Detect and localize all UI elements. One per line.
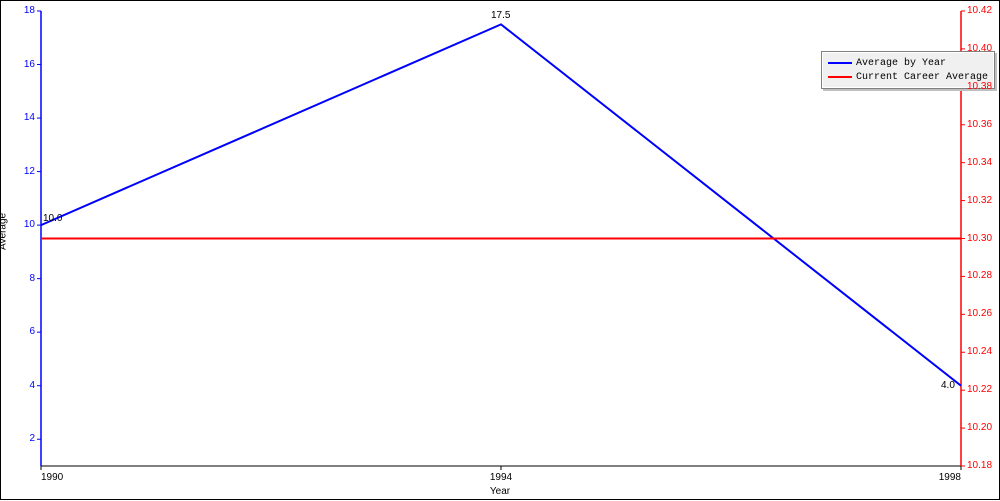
x-axis-title: Year	[490, 486, 510, 497]
y-right-tick-label: 10.24	[967, 346, 997, 357]
y-axis-left-title: Average	[0, 213, 9, 250]
x-tick-label: 1998	[921, 472, 961, 483]
x-tick-label: 1990	[41, 472, 81, 483]
data-point-label: 17.5	[491, 10, 510, 21]
legend-swatch	[828, 76, 852, 78]
x-tick-label: 1994	[481, 472, 521, 483]
y-left-tick-label: 10	[13, 219, 35, 230]
legend-item: Average by Year	[828, 56, 988, 70]
y-left-tick-label: 2	[13, 433, 35, 444]
y-right-tick-label: 10.18	[967, 460, 997, 471]
y-right-tick-label: 10.32	[967, 195, 997, 206]
legend-swatch	[828, 62, 852, 64]
y-left-tick-label: 18	[13, 5, 35, 16]
y-left-tick-label: 16	[13, 59, 35, 70]
legend-item: Current Career Average	[828, 70, 988, 84]
y-right-tick-label: 10.30	[967, 233, 997, 244]
legend-label: Average by Year	[856, 58, 946, 69]
y-right-tick-label: 10.36	[967, 119, 997, 130]
y-left-tick-label: 14	[13, 112, 35, 123]
y-right-tick-label: 10.42	[967, 5, 997, 16]
y-left-tick-label: 6	[13, 326, 35, 337]
y-left-tick-label: 12	[13, 166, 35, 177]
y-right-tick-label: 10.28	[967, 270, 997, 281]
y-right-tick-label: 10.34	[967, 157, 997, 168]
y-right-tick-label: 10.40	[967, 43, 997, 54]
chart-container: Average Year Average by YearCurrent Care…	[0, 0, 1000, 500]
y-right-tick-label: 10.22	[967, 384, 997, 395]
y-right-tick-label: 10.38	[967, 81, 997, 92]
data-point-label: 4.0	[941, 380, 955, 391]
y-left-tick-label: 8	[13, 273, 35, 284]
y-right-tick-label: 10.20	[967, 422, 997, 433]
data-point-label: 10.0	[43, 213, 62, 224]
y-left-tick-label: 4	[13, 380, 35, 391]
y-right-tick-label: 10.26	[967, 308, 997, 319]
